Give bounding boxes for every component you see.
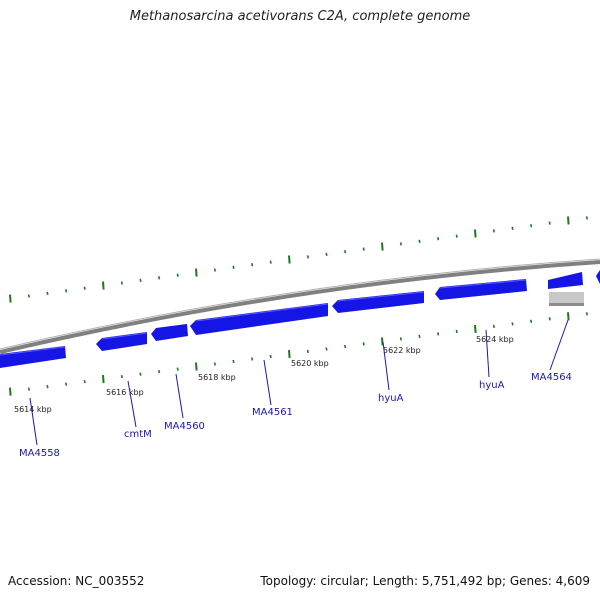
gc-tick [585, 312, 588, 316]
gc-tick [139, 372, 142, 376]
gene-label-ma4561[interactable]: MA4561 [252, 407, 293, 418]
gc-tick [437, 237, 440, 241]
gc-tick [418, 239, 421, 243]
gc-tick [511, 322, 514, 326]
gc-tick [213, 268, 216, 272]
gene-label-hyua-2[interactable]: hyuA [479, 380, 505, 391]
gc-ticks-outer [9, 216, 588, 303]
gc-tick [474, 229, 477, 238]
gc-tick [9, 387, 12, 396]
gc-tick [288, 349, 291, 359]
scale-label: 5624 kbp [476, 335, 514, 344]
gc-tick [325, 252, 328, 256]
gene-arrow-ma4563[interactable] [548, 272, 583, 289]
gc-tick [530, 224, 533, 228]
gc-tick [344, 344, 347, 349]
scale-labels: 5614 kbp 5616 kbp 5618 kbp 5620 kbp 5622… [14, 335, 514, 414]
gc-tick [399, 242, 402, 246]
gene-label-ma4558[interactable]: MA4558 [19, 448, 60, 459]
gene-arrow-hyua-1[interactable] [332, 291, 424, 313]
grey-feature [549, 292, 584, 305]
gc-tick [306, 349, 309, 354]
gene-arrow-ma4560[interactable] [151, 324, 188, 341]
gene-arrow-ma4558[interactable] [0, 346, 66, 368]
gc-tick [232, 359, 235, 364]
gc-tick [548, 317, 551, 321]
gc-tick [362, 342, 365, 346]
gc-ticks-inner [9, 312, 588, 396]
gc-tick [9, 294, 12, 303]
gene-leader-lines [29, 319, 569, 446]
scale-label: 5622 kbp [383, 346, 421, 355]
gc-tick [344, 250, 347, 254]
topology-text: Topology: circular; Length: 5,751,492 bp… [260, 574, 590, 588]
gc-tick [139, 278, 142, 283]
gc-tick [492, 229, 495, 233]
map-title: Methanosarcina acetivorans C2A, complete… [129, 9, 471, 24]
gc-tick [381, 337, 384, 346]
accession-text: Accession: NC_003552 [8, 574, 145, 588]
scale-label: 5620 kbp [291, 359, 329, 368]
gc-tick [455, 234, 458, 238]
gc-tick [176, 367, 179, 371]
gc-tick [418, 334, 421, 339]
gene-track [0, 270, 600, 368]
gc-tick [120, 281, 123, 285]
gc-tick [213, 362, 216, 366]
gene-label-ma4560[interactable]: MA4560 [164, 421, 205, 432]
gc-tick [269, 354, 272, 359]
gc-tick [46, 291, 49, 296]
gene-arrow-cmtm[interactable] [96, 332, 147, 351]
scale-label: 5616 kbp [106, 388, 144, 397]
gc-tick [158, 276, 161, 280]
gc-tick [195, 268, 198, 277]
gc-tick [232, 265, 235, 270]
gc-tick [474, 324, 477, 333]
gc-tick [306, 255, 309, 259]
gc-tick [65, 382, 68, 386]
gc-tick [585, 216, 588, 220]
gc-tick [548, 221, 551, 225]
gc-tick [288, 255, 291, 264]
gene-arrow-hyua-2[interactable] [435, 279, 527, 300]
gc-tick [176, 273, 179, 277]
scale-label: 5614 kbp [14, 405, 52, 414]
gene-arrow-next[interactable] [596, 270, 600, 284]
gc-tick [362, 247, 365, 251]
gc-tick [511, 226, 514, 230]
gc-tick [27, 294, 30, 298]
gc-tick [437, 332, 440, 336]
gc-tick [381, 242, 384, 251]
gc-tick [567, 216, 570, 225]
gene-label-hyua-1[interactable]: hyuA [378, 393, 404, 404]
gene-label-ma4564[interactable]: MA4564 [531, 372, 572, 383]
gc-tick [269, 260, 272, 264]
gc-tick [46, 384, 49, 389]
gc-tick [455, 329, 458, 334]
gc-tick [530, 319, 533, 323]
gc-tick [65, 289, 68, 293]
gc-tick [325, 347, 328, 351]
gc-tick [83, 379, 86, 384]
gc-tick [102, 281, 105, 290]
gc-tick [102, 375, 105, 384]
gc-tick [251, 357, 254, 361]
gene-label-cmtm[interactable]: cmtM [124, 429, 152, 440]
gc-tick [492, 324, 495, 329]
genome-backbone [0, 260, 600, 354]
gc-tick [399, 337, 402, 341]
gc-tick [158, 369, 161, 374]
gc-tick [195, 362, 198, 371]
gc-tick [83, 286, 86, 290]
gc-tick [251, 263, 254, 267]
gc-tick [120, 374, 123, 379]
gc-tick [567, 312, 570, 321]
gene-arrow-ma4561[interactable] [190, 303, 328, 335]
gc-tick [27, 387, 30, 391]
scale-label: 5618 kbp [198, 373, 236, 382]
